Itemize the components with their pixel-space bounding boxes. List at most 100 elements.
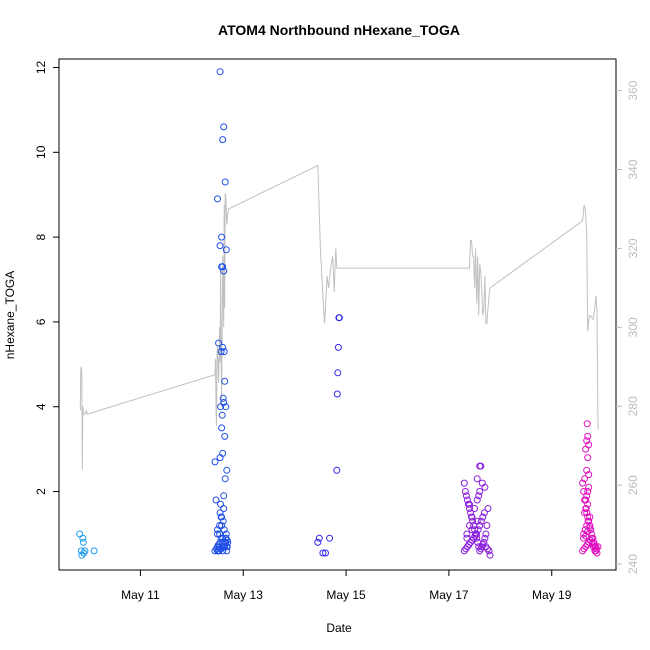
data-point: [335, 314, 343, 322]
plot-frame: [58, 58, 617, 571]
data-point: [582, 532, 590, 540]
data-point: [322, 549, 329, 557]
data-point: [333, 466, 341, 474]
data-point: [477, 517, 485, 525]
data-point: [220, 505, 228, 512]
data-point: [215, 547, 223, 555]
data-point: [221, 178, 229, 186]
data-point: [326, 534, 334, 542]
data-point: [214, 195, 221, 203]
data-point: [480, 538, 488, 546]
data-point: [219, 263, 227, 271]
data-point: [466, 500, 473, 508]
data-point: [481, 483, 489, 491]
data-point: [462, 492, 470, 500]
points-layer: [76, 68, 602, 559]
data-point: [221, 432, 229, 440]
data-point: [219, 136, 227, 144]
data-point: [485, 547, 493, 555]
y2-tick-label: 320: [626, 238, 640, 258]
data-point: [586, 522, 594, 529]
data-point: [583, 437, 591, 445]
x-tick-label: May 11: [121, 588, 160, 602]
data-point: [480, 509, 488, 517]
data-point: [319, 549, 327, 557]
x-tick-label: May 13: [224, 588, 264, 602]
data-point: [218, 424, 226, 432]
data-point: [581, 509, 589, 517]
data-point: [475, 492, 483, 500]
data-point: [223, 466, 231, 474]
data-point: [219, 394, 227, 402]
data-point: [222, 538, 230, 546]
data-point: [585, 483, 593, 491]
data-point: [590, 538, 598, 546]
data-point: [484, 505, 492, 512]
data-point: [218, 513, 226, 521]
y-tick-label: 6: [34, 318, 48, 325]
data-point: [218, 411, 226, 419]
data-point: [220, 492, 228, 500]
data-point: [476, 488, 484, 495]
data-point: [473, 517, 481, 525]
data-point: [221, 377, 229, 385]
data-point: [584, 488, 592, 495]
data-point: [588, 538, 596, 546]
data-point: [473, 475, 481, 483]
data-point: [582, 445, 590, 453]
data-point: [471, 532, 479, 540]
y2-tick-label: 260: [626, 475, 640, 495]
data-point: [81, 547, 89, 555]
chart-title: ATOM4 Northbound nHexane_TOGA: [218, 22, 460, 38]
data-point: [583, 420, 591, 428]
data-point: [594, 543, 602, 551]
data-point: [582, 496, 590, 504]
x-tick-label: May 19: [532, 588, 572, 602]
data-point: [475, 543, 483, 551]
x-tick-label: May 17: [429, 588, 469, 602]
data-point: [460, 479, 468, 487]
data-point: [219, 547, 227, 555]
data-point: [468, 526, 476, 534]
data-point: [214, 530, 221, 538]
y2-tick-label: 340: [626, 159, 640, 179]
data-point: [579, 479, 587, 487]
data-point: [220, 267, 228, 275]
data-point: [590, 541, 598, 549]
data-point: [314, 538, 322, 546]
data-point: [584, 500, 592, 508]
data-point: [581, 475, 589, 483]
data-point: [486, 551, 494, 559]
data-point: [592, 543, 600, 551]
data-point: [586, 513, 594, 521]
y-tick-label: 4: [34, 403, 48, 410]
data-point: [217, 545, 225, 553]
data-point: [586, 524, 594, 532]
data-point: [219, 343, 227, 351]
data-point: [479, 513, 487, 521]
data-point: [580, 534, 588, 542]
data-point: [588, 530, 596, 538]
data-point: [216, 68, 224, 76]
y2-tick-label: 280: [626, 396, 640, 416]
data-point: [584, 528, 592, 536]
x-axis: May 11 May 13 May 15 May 17 May 19: [121, 570, 572, 602]
data-point: [220, 348, 228, 356]
data-point: [467, 509, 474, 517]
x-axis-label: Date: [326, 621, 352, 635]
data-point: [219, 517, 227, 525]
y2-tick-label: 360: [626, 80, 640, 100]
data-point: [217, 534, 225, 542]
data-point: [583, 466, 591, 474]
data-point: [221, 475, 229, 483]
data-point: [463, 530, 471, 538]
data-point: [220, 526, 228, 534]
y-axis-label: nHexane_TOGA: [3, 271, 17, 360]
altitude-line: [79, 164, 599, 470]
data-point: [220, 123, 228, 131]
x-tick-label: May 15: [326, 588, 366, 602]
data-point: [585, 471, 593, 479]
data-point: [588, 534, 596, 542]
data-point: [483, 522, 491, 529]
